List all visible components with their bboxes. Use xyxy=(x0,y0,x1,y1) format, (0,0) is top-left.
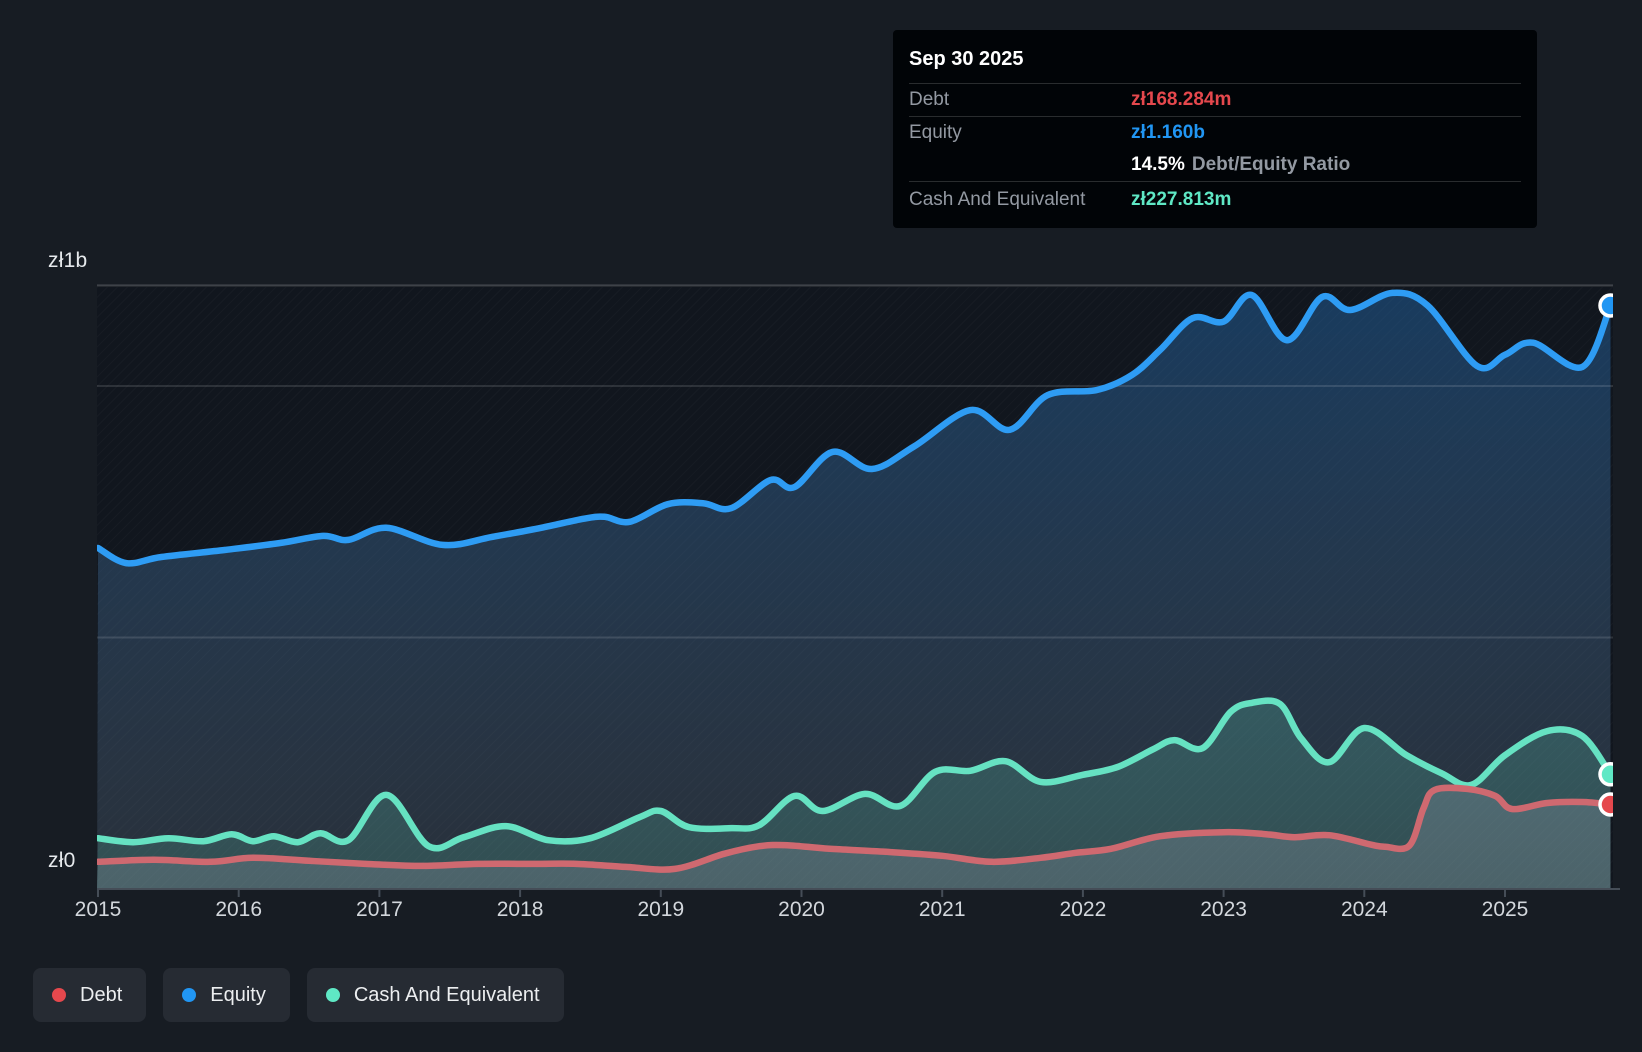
chart-legend: Debt Equity Cash And Equivalent xyxy=(33,968,564,1022)
x-axis-label-2019: 2019 xyxy=(637,898,684,922)
tooltip-ratio-label: Debt/Equity Ratio xyxy=(1192,154,1350,176)
tooltip-row-cash: Cash And Equivalent zł227.813m xyxy=(909,182,1521,218)
end-marker-equity[interactable] xyxy=(1600,295,1621,316)
legend-item-debt[interactable]: Debt xyxy=(33,968,146,1022)
x-axis-label-2021: 2021 xyxy=(919,898,966,922)
x-axis-label-2022: 2022 xyxy=(1060,898,1107,922)
end-marker-cash-and-equivalent[interactable] xyxy=(1600,764,1621,785)
debt-color-dot-icon xyxy=(52,988,66,1002)
chart-tooltip: Sep 30 2025 Debt zł168.284m Equity zł1.1… xyxy=(893,30,1537,228)
end-marker-debt[interactable] xyxy=(1600,794,1621,815)
equity-color-dot-icon xyxy=(182,988,196,1002)
x-axis-label-2023: 2023 xyxy=(1200,898,1247,922)
x-axis xyxy=(97,889,1620,897)
x-axis-label-2025: 2025 xyxy=(1482,898,1529,922)
legend-debt-label: Debt xyxy=(80,984,122,1007)
x-axis-label-2015: 2015 xyxy=(75,898,122,922)
y-axis-label-1b: zł1b xyxy=(48,249,87,273)
legend-item-equity[interactable]: Equity xyxy=(163,968,290,1022)
tooltip-ratio-value: 14.5% xyxy=(1131,154,1185,176)
x-axis-label-2018: 2018 xyxy=(497,898,544,922)
tooltip-equity-label: Equity xyxy=(909,122,1131,144)
tooltip-debt-value: zł168.284m xyxy=(1131,89,1231,111)
tooltip-equity-value: zł1.160b xyxy=(1131,122,1205,144)
tooltip-cash-value: zł227.813m xyxy=(1131,189,1231,211)
legend-equity-label: Equity xyxy=(210,984,266,1007)
x-axis-label-2020: 2020 xyxy=(778,898,825,922)
x-axis-label-2016: 2016 xyxy=(215,898,262,922)
legend-item-cash[interactable]: Cash And Equivalent xyxy=(307,968,564,1022)
cash-color-dot-icon xyxy=(326,988,340,1002)
tooltip-date: Sep 30 2025 xyxy=(909,42,1521,84)
x-axis-label-2024: 2024 xyxy=(1341,898,1388,922)
legend-cash-label: Cash And Equivalent xyxy=(354,984,540,1007)
tooltip-cash-label: Cash And Equivalent xyxy=(909,189,1131,211)
tooltip-debt-label: Debt xyxy=(909,89,1131,111)
tooltip-row-ratio: 14.5% Debt/Equity Ratio xyxy=(909,149,1521,182)
x-axis-label-2017: 2017 xyxy=(356,898,403,922)
chart-page: zł1b zł0 2015 2016 2017 2018 2019 2020 2021 202… xyxy=(0,0,1642,1052)
tooltip-row-equity: Equity zł1.160b xyxy=(909,117,1521,149)
tooltip-row-debt: Debt zł168.284m xyxy=(909,84,1521,117)
y-axis-label-0: zł0 xyxy=(48,849,75,873)
